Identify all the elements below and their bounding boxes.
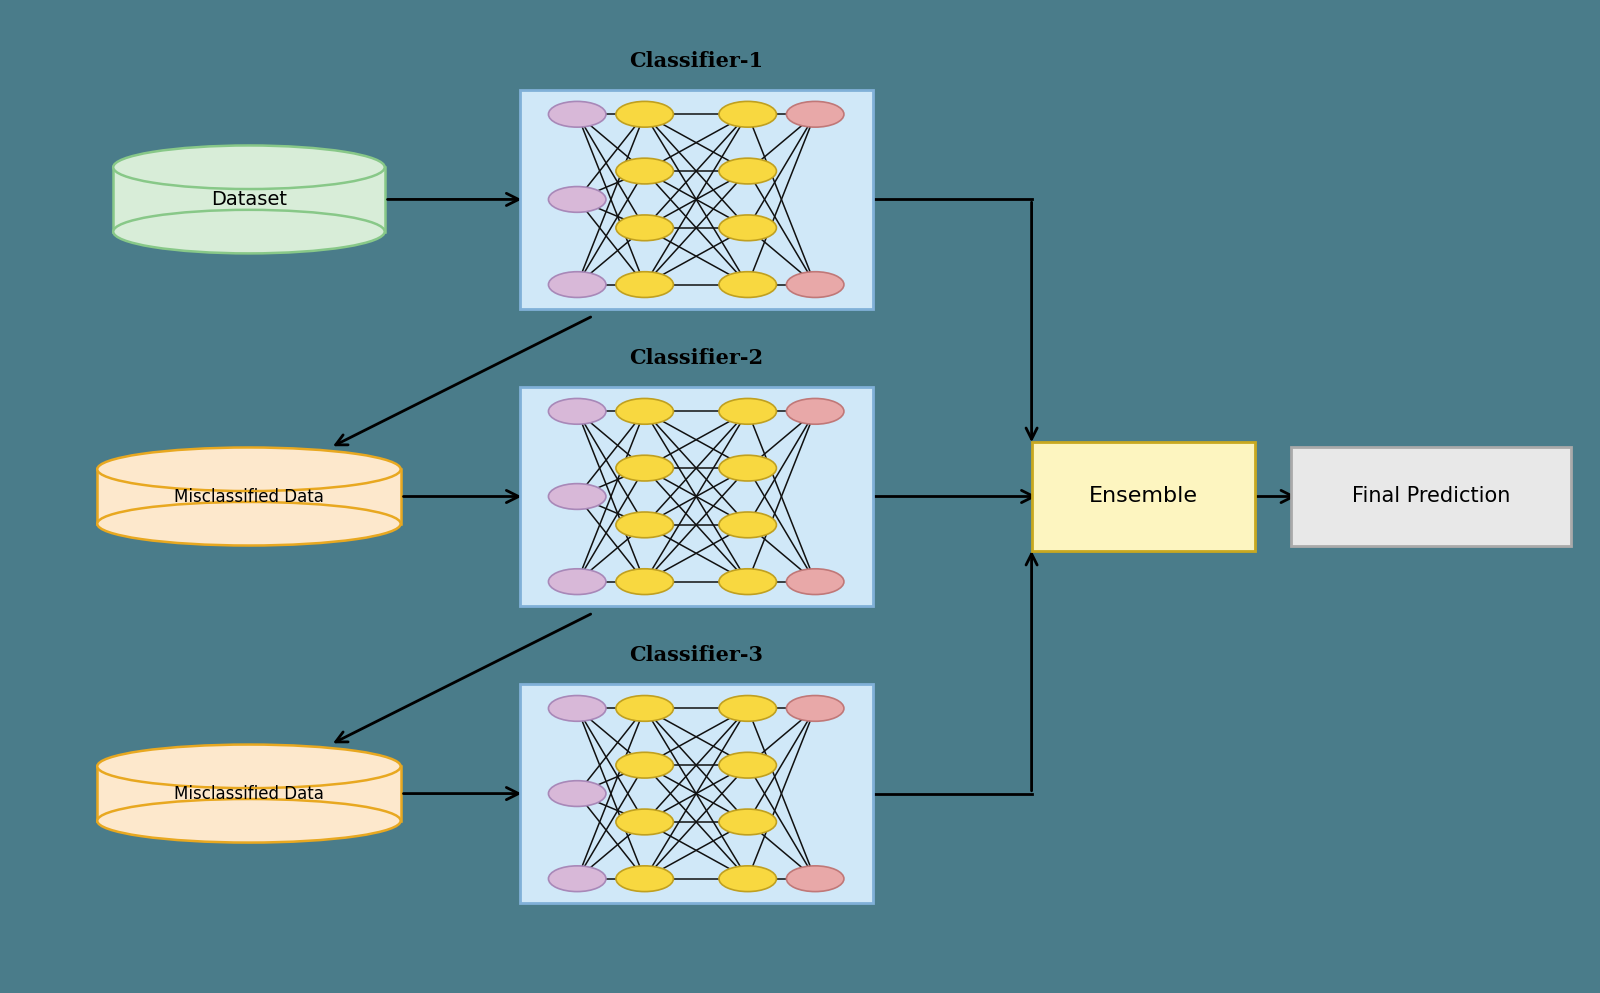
Ellipse shape: [718, 809, 776, 835]
Ellipse shape: [549, 695, 606, 721]
Ellipse shape: [114, 145, 384, 189]
Ellipse shape: [718, 512, 776, 538]
Ellipse shape: [616, 272, 674, 298]
FancyBboxPatch shape: [1291, 447, 1571, 546]
Ellipse shape: [718, 398, 776, 424]
Ellipse shape: [549, 187, 606, 213]
Text: Final Prediction: Final Prediction: [1352, 487, 1510, 506]
FancyBboxPatch shape: [98, 767, 400, 821]
Text: Classifier-3: Classifier-3: [629, 645, 763, 665]
Text: Misclassified Data: Misclassified Data: [174, 488, 323, 505]
Ellipse shape: [616, 214, 674, 240]
Ellipse shape: [787, 101, 843, 127]
FancyBboxPatch shape: [98, 470, 400, 523]
Ellipse shape: [616, 695, 674, 721]
Ellipse shape: [616, 569, 674, 595]
Ellipse shape: [718, 753, 776, 779]
Ellipse shape: [718, 866, 776, 892]
Ellipse shape: [616, 809, 674, 835]
Ellipse shape: [549, 780, 606, 806]
Ellipse shape: [718, 101, 776, 127]
Ellipse shape: [98, 799, 400, 843]
Ellipse shape: [787, 398, 843, 424]
Ellipse shape: [718, 695, 776, 721]
Ellipse shape: [549, 272, 606, 298]
Ellipse shape: [616, 101, 674, 127]
Ellipse shape: [718, 455, 776, 481]
Ellipse shape: [787, 569, 843, 595]
Ellipse shape: [718, 569, 776, 595]
Ellipse shape: [718, 272, 776, 298]
Ellipse shape: [114, 210, 384, 253]
Text: Dataset: Dataset: [211, 190, 286, 209]
Ellipse shape: [718, 158, 776, 184]
Text: Misclassified Data: Misclassified Data: [174, 784, 323, 802]
Ellipse shape: [616, 753, 674, 779]
Ellipse shape: [98, 745, 400, 788]
Ellipse shape: [616, 455, 674, 481]
Text: Ensemble: Ensemble: [1090, 487, 1198, 506]
FancyBboxPatch shape: [114, 167, 384, 231]
FancyBboxPatch shape: [520, 387, 872, 606]
FancyBboxPatch shape: [520, 90, 872, 309]
FancyBboxPatch shape: [520, 684, 872, 903]
Ellipse shape: [787, 695, 843, 721]
Ellipse shape: [616, 398, 674, 424]
Ellipse shape: [98, 501, 400, 545]
Ellipse shape: [549, 398, 606, 424]
FancyBboxPatch shape: [1032, 442, 1256, 551]
Ellipse shape: [718, 214, 776, 240]
Ellipse shape: [616, 866, 674, 892]
Ellipse shape: [549, 484, 606, 509]
Ellipse shape: [787, 866, 843, 892]
Ellipse shape: [549, 101, 606, 127]
Text: Classifier-2: Classifier-2: [629, 349, 763, 368]
Ellipse shape: [549, 866, 606, 892]
Ellipse shape: [98, 448, 400, 492]
Ellipse shape: [616, 512, 674, 538]
Ellipse shape: [787, 272, 843, 298]
Ellipse shape: [616, 158, 674, 184]
Ellipse shape: [549, 569, 606, 595]
Text: Classifier-1: Classifier-1: [629, 52, 763, 71]
